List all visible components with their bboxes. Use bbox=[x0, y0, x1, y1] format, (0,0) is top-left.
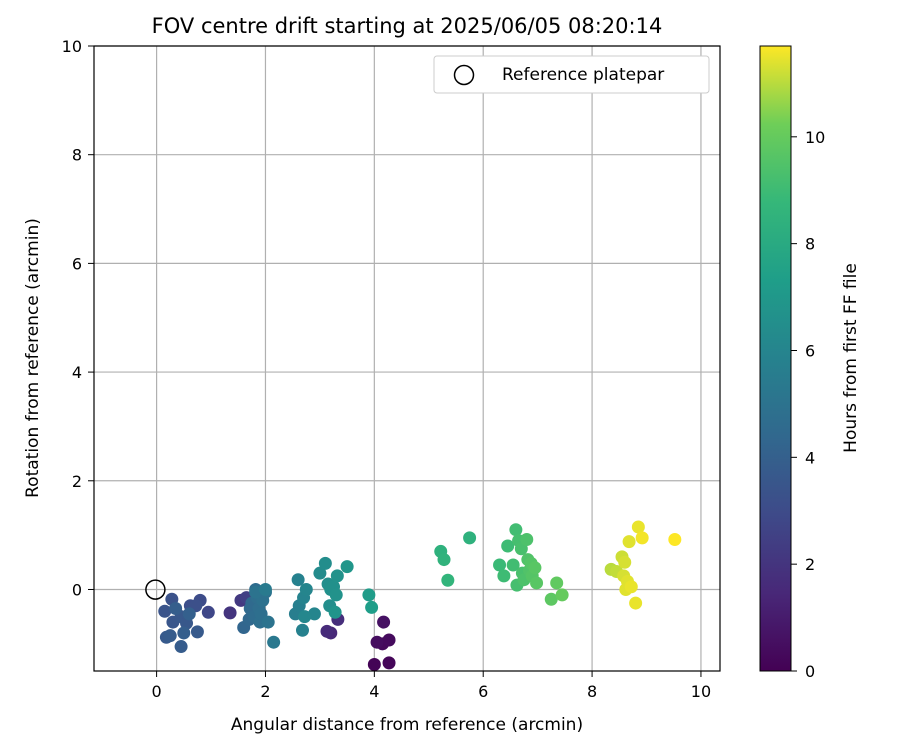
x-tick-label: 6 bbox=[478, 682, 488, 701]
data-point bbox=[530, 576, 544, 590]
data-point bbox=[258, 582, 272, 596]
data-point bbox=[330, 569, 344, 583]
data-point bbox=[201, 605, 215, 619]
data-point bbox=[550, 576, 564, 590]
legend: Reference platepar bbox=[433, 55, 710, 94]
chart-title: FOV centre drift starting at 2025/06/05 … bbox=[152, 14, 663, 38]
y-axis-ticks: 0 2 4 6 8 10 bbox=[62, 37, 94, 599]
data-point bbox=[295, 623, 309, 637]
data-point bbox=[555, 588, 569, 602]
data-point bbox=[174, 640, 188, 654]
colorbar-ticks: 0 2 4 6 8 10 bbox=[791, 128, 825, 681]
y-tick-label: 2 bbox=[72, 472, 82, 491]
data-point bbox=[493, 558, 507, 572]
data-point bbox=[163, 629, 177, 643]
data-point bbox=[544, 592, 558, 606]
colorbar: 0 2 4 6 8 10 Hours from first FF file bbox=[759, 45, 861, 681]
data-point bbox=[618, 555, 632, 569]
data-point bbox=[267, 635, 281, 649]
y-tick-label: 10 bbox=[62, 37, 82, 56]
reference-platepar-marker bbox=[145, 579, 166, 600]
data-point bbox=[367, 657, 381, 671]
data-point bbox=[463, 531, 477, 545]
data-point bbox=[223, 606, 237, 620]
data-point bbox=[365, 600, 379, 614]
data-point bbox=[158, 604, 172, 618]
plot-frame bbox=[93, 45, 721, 672]
data-point bbox=[318, 556, 332, 570]
data-point bbox=[313, 566, 327, 580]
x-tick-label: 10 bbox=[691, 682, 711, 701]
data-point bbox=[382, 633, 396, 647]
colorbar-tick-label: 8 bbox=[805, 235, 815, 254]
x-tick-label: 2 bbox=[260, 682, 270, 701]
data-point bbox=[169, 602, 183, 615]
data-point bbox=[261, 615, 275, 629]
colorbar-tick-label: 10 bbox=[805, 128, 825, 147]
data-point bbox=[190, 625, 204, 639]
data-point bbox=[329, 588, 343, 602]
x-tick-label: 0 bbox=[152, 682, 162, 701]
data-point bbox=[299, 582, 313, 596]
data-point bbox=[182, 607, 196, 621]
data-point bbox=[635, 531, 649, 545]
x-tick-label: 8 bbox=[587, 682, 597, 701]
data-point bbox=[382, 656, 396, 670]
colorbar-label: Hours from first FF file bbox=[841, 263, 861, 453]
data-point bbox=[497, 569, 511, 583]
data-point bbox=[328, 605, 342, 619]
data-point bbox=[631, 520, 645, 534]
data-point bbox=[629, 596, 643, 610]
y-tick-label: 8 bbox=[72, 146, 82, 165]
legend-reference-label: Reference platepar bbox=[502, 65, 664, 85]
legend-reference-icon bbox=[453, 64, 475, 86]
data-point bbox=[377, 615, 391, 629]
y-tick-label: 0 bbox=[72, 580, 82, 599]
data-point bbox=[307, 607, 321, 621]
data-points bbox=[158, 520, 682, 671]
y-tick-label: 6 bbox=[72, 254, 82, 273]
colorbar-tick-label: 6 bbox=[805, 341, 815, 360]
data-point bbox=[528, 561, 542, 575]
data-point bbox=[624, 580, 638, 594]
data-point bbox=[298, 610, 312, 624]
data-point bbox=[501, 539, 515, 553]
y-tick-label: 4 bbox=[72, 363, 82, 382]
legend-box bbox=[433, 55, 710, 94]
data-point bbox=[362, 588, 376, 602]
data-point bbox=[340, 560, 354, 574]
data-point bbox=[668, 532, 682, 546]
data-point bbox=[506, 558, 520, 572]
x-axis-ticks: 0 2 4 6 8 10 bbox=[152, 671, 711, 701]
data-point bbox=[509, 523, 523, 537]
data-point bbox=[177, 626, 191, 640]
colorbar-tick-label: 0 bbox=[805, 662, 815, 681]
data-point bbox=[320, 624, 334, 638]
data-point bbox=[441, 573, 455, 587]
x-tick-label: 4 bbox=[369, 682, 379, 701]
data-point bbox=[291, 573, 305, 587]
y-axis-label: Rotation from reference (arcmin) bbox=[23, 218, 43, 498]
colorbar-gradient bbox=[759, 45, 792, 672]
data-point bbox=[370, 635, 384, 649]
data-point bbox=[622, 535, 636, 549]
x-axis-label: Angular distance from reference (arcmin) bbox=[231, 715, 583, 735]
data-point bbox=[437, 553, 451, 567]
data-point bbox=[249, 585, 263, 599]
colorbar-tick-label: 4 bbox=[805, 448, 815, 467]
colorbar-tick-label: 2 bbox=[805, 555, 815, 574]
data-point bbox=[520, 532, 534, 546]
